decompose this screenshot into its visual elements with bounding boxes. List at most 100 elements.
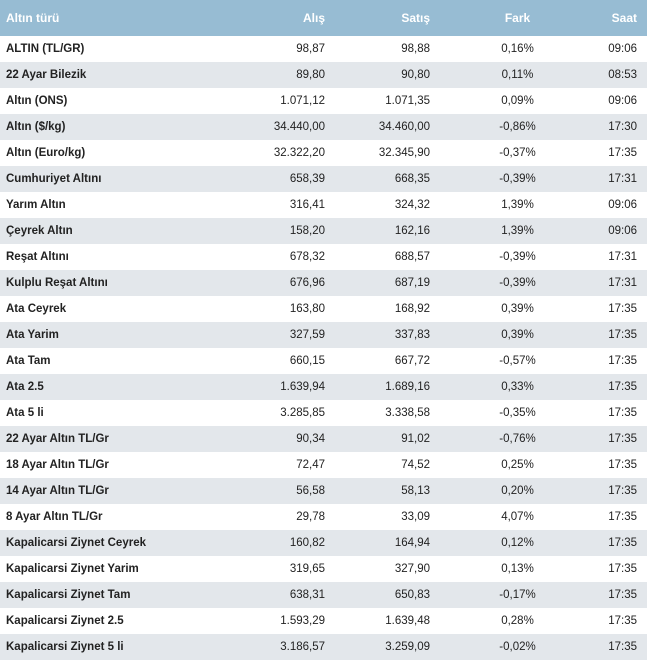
table-row: Ata 2.5 1.639,94 1.689,16 0,33% 17:35	[0, 374, 647, 400]
sell-price: 650,83	[394, 589, 430, 601]
change-percent: 0,13%	[501, 563, 534, 575]
change-percent: 1,39%	[501, 225, 534, 237]
change-percent: -0,35%	[499, 407, 536, 419]
update-time: 17:35	[608, 329, 637, 341]
gold-type: 22 Ayar Altın TL/Gr	[6, 433, 109, 445]
change-percent: -0,76%	[499, 433, 536, 445]
table-row: Kapalicarsi Ziynet 2.5 1.593,29 1.639,48 0,…	[0, 608, 647, 634]
update-time: 17:35	[608, 485, 637, 497]
update-time: 17:30	[608, 121, 637, 133]
header-sell: Satış	[325, 0, 430, 36]
sell-price: 58,13	[401, 485, 430, 497]
table-row: Kapalicarsi Ziynet 5 li 3.186,57 3.259,09 -…	[0, 634, 647, 660]
update-time: 17:31	[608, 251, 637, 263]
table-row: Kapalicarsi Ziynet Yarim 319,65 327,90 0,13…	[0, 556, 647, 582]
sell-price: 162,16	[394, 225, 430, 237]
sell-price: 91,02	[401, 433, 430, 445]
buy-price: 3.186,57	[280, 641, 325, 653]
buy-price: 163,80	[289, 303, 325, 315]
table-row: Kapalicarsi Ziynet Tam 638,31 650,83 -0,17%…	[0, 582, 647, 608]
table-row: Ata Ceyrek 163,80 168,92 0,39% 17:35	[0, 296, 647, 322]
gold-type: Ata Tam	[6, 355, 51, 367]
sell-price: 33,09	[401, 511, 430, 523]
table-row: 8 Ayar Altın TL/Gr 29,78 33,09 4,07% 17:35	[0, 504, 647, 530]
header-buy: Alış	[206, 0, 325, 36]
update-time: 09:06	[608, 95, 637, 107]
change-percent: -0,39%	[499, 251, 536, 263]
table-row: Ata Tam 660,15 667,72 -0,57% 17:35	[0, 348, 647, 374]
header-type: Altın türü	[0, 0, 206, 36]
update-time: 17:35	[608, 303, 637, 315]
table-row: Altın (ONS) 1.071,12 1.071,35 0,09% 09:06	[0, 88, 647, 114]
change-percent: 0,20%	[501, 485, 534, 497]
buy-price: 32.322,20	[273, 147, 325, 159]
update-time: 17:35	[608, 589, 637, 601]
gold-type: Ata Ceyrek	[6, 303, 67, 315]
header-change: Fark	[430, 0, 605, 36]
change-percent: 0,28%	[501, 615, 534, 627]
buy-price: 89,80	[296, 69, 325, 81]
sell-price: 3.338,58	[385, 407, 430, 419]
update-time: 17:35	[608, 355, 637, 367]
update-time: 17:35	[608, 459, 637, 471]
change-percent: -0,39%	[499, 277, 536, 289]
gold-type: Ata Yarim	[6, 329, 59, 341]
gold-type: Kulplu Reşat Altını	[6, 277, 108, 289]
update-time: 17:35	[608, 641, 637, 653]
gold-type: Altın (ONS)	[6, 95, 68, 107]
update-time: 17:31	[608, 277, 637, 289]
table-row: 22 Ayar Bilezik 89,80 90,80 0,11% 08:53	[0, 62, 647, 88]
header-time: Saat	[605, 0, 647, 36]
change-percent: -0,86%	[499, 121, 536, 133]
update-time: 08:53	[608, 69, 637, 81]
change-percent: 0,11%	[501, 69, 534, 81]
table-row: Yarım Altın 316,41 324,32 1,39% 09:06	[0, 192, 647, 218]
update-time: 17:35	[608, 381, 637, 393]
change-percent: 0,39%	[501, 303, 534, 315]
gold-type: Ata 5 li	[6, 407, 44, 419]
update-time: 17:35	[608, 563, 637, 575]
sell-price: 1.689,16	[385, 381, 430, 393]
change-percent: 0,25%	[501, 459, 534, 471]
table-row: Altın ($/kg) 34.440,00 34.460,00 -0,86% 17:3…	[0, 114, 647, 140]
buy-price: 160,82	[289, 537, 325, 549]
buy-price: 1.071,12	[280, 95, 325, 107]
sell-price: 687,19	[394, 277, 430, 289]
gold-type: Kapalicarsi Ziynet Yarim	[6, 563, 139, 575]
buy-price: 638,31	[289, 589, 325, 601]
change-percent: 4,07%	[501, 511, 534, 523]
table-header: Altın türü Alış Satış Fark Saat	[0, 0, 647, 36]
sell-price: 1.071,35	[385, 95, 430, 107]
buy-price: 3.285,85	[280, 407, 325, 419]
table-row: Ata 5 li 3.285,85 3.338,58 -0,35% 17:35	[0, 400, 647, 426]
buy-price: 90,34	[296, 433, 325, 445]
sell-price: 32.345,90	[378, 147, 430, 159]
sell-price: 98,88	[401, 43, 430, 55]
sell-price: 90,80	[401, 69, 430, 81]
change-percent: 0,33%	[501, 381, 534, 393]
gold-type: Kapalicarsi Ziynet Tam	[6, 589, 131, 601]
change-percent: 1,39%	[501, 199, 534, 211]
change-percent: 0,16%	[501, 43, 534, 55]
sell-price: 668,35	[394, 173, 430, 185]
table-row: ALTIN (TL/GR) 98,87 98,88 0,16% 09:06	[0, 36, 647, 62]
table-row: 18 Ayar Altın TL/Gr 72,47 74,52 0,25% 17:35	[0, 452, 647, 478]
gold-type: Kapalicarsi Ziynet 2.5	[6, 615, 124, 627]
gold-type: 22 Ayar Bilezik	[6, 69, 87, 81]
sell-price: 327,90	[394, 563, 430, 575]
update-time: 17:35	[608, 407, 637, 419]
gold-type: Altın (Euro/kg)	[6, 147, 86, 159]
sell-price: 688,57	[394, 251, 430, 263]
buy-price: 72,47	[296, 459, 325, 471]
buy-price: 678,32	[289, 251, 325, 263]
table-row: Ata Yarim 327,59 337,83 0,39% 17:35	[0, 322, 647, 348]
update-time: 17:35	[608, 615, 637, 627]
buy-price: 316,41	[289, 199, 325, 211]
sell-price: 164,94	[394, 537, 430, 549]
update-time: 09:06	[608, 199, 637, 211]
sell-price: 324,32	[394, 199, 430, 211]
sell-price: 34.460,00	[378, 121, 430, 133]
update-time: 17:35	[608, 147, 637, 159]
gold-type: ALTIN (TL/GR)	[6, 43, 85, 55]
